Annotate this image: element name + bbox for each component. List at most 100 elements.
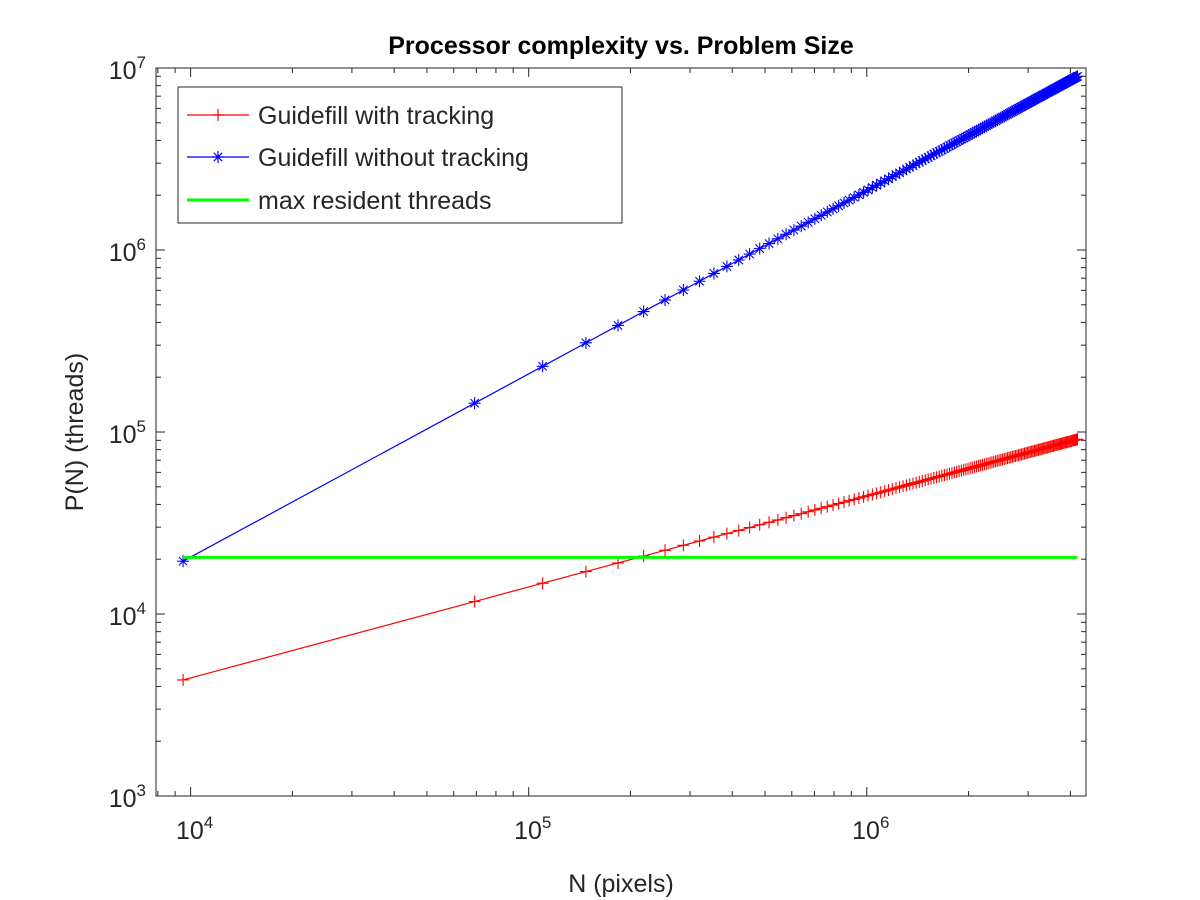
legend-marker-tracking xyxy=(212,109,224,121)
data-point-no-tracking xyxy=(978,120,991,133)
data-point-no-tracking xyxy=(848,191,861,204)
data-point-no-tracking xyxy=(935,143,948,156)
series-layer xyxy=(177,70,1084,686)
legend-marker-no-tracking xyxy=(212,151,224,163)
data-point-no-tracking xyxy=(989,114,1002,127)
data-point-tracking xyxy=(611,556,624,569)
data-point-no-tracking xyxy=(862,183,875,196)
legend-label-no-tracking: Guidefill without tracking xyxy=(258,144,529,172)
data-point-no-tracking xyxy=(970,125,983,138)
data-point-tracking xyxy=(938,469,951,482)
data-point-tracking xyxy=(177,673,190,686)
data-point-tracking xyxy=(693,535,706,547)
data-point-no-tracking xyxy=(763,237,776,250)
data-point-no-tracking xyxy=(913,156,926,169)
data-point-no-tracking xyxy=(720,260,733,273)
data-point-no-tracking xyxy=(870,179,883,192)
data-point-tracking xyxy=(815,502,828,515)
data-point-tracking xyxy=(930,471,943,484)
data-point-no-tracking xyxy=(753,242,766,255)
data-point-no-tracking xyxy=(857,186,870,199)
data-point-no-tracking xyxy=(938,142,951,155)
data-point-tracking xyxy=(707,531,720,544)
data-point-tracking xyxy=(579,565,592,578)
data-point-tracking xyxy=(536,577,549,590)
legend-entry-tracking: Guidefill with tracking xyxy=(187,102,494,130)
legend-box xyxy=(177,86,623,224)
legend: Guidefill with tracking Guidefill withou… xyxy=(177,86,623,224)
data-point-no-tracking xyxy=(611,319,624,332)
data-point-no-tracking xyxy=(987,115,1000,128)
data-point-no-tracking xyxy=(968,126,981,139)
data-point-no-tracking xyxy=(948,137,961,150)
data-point-no-tracking xyxy=(536,360,549,373)
data-point-no-tracking xyxy=(950,135,963,148)
data-point-no-tracking xyxy=(815,209,828,222)
data-point-no-tracking xyxy=(966,127,979,140)
data-point-tracking xyxy=(919,474,932,487)
data-point-no-tracking xyxy=(771,232,784,245)
data-point-no-tracking xyxy=(955,133,968,146)
data-point-no-tracking xyxy=(927,148,940,161)
data-point-no-tracking xyxy=(897,164,910,177)
data-point-no-tracking xyxy=(878,174,891,187)
data-point-no-tracking xyxy=(933,145,946,158)
data-point-no-tracking xyxy=(843,194,856,207)
data-point-tracking xyxy=(903,478,916,491)
data-point-no-tracking xyxy=(907,159,920,172)
data-point-no-tracking xyxy=(916,154,929,167)
data-point-tracking xyxy=(753,518,766,531)
data-point-tracking xyxy=(913,475,926,488)
data-point-no-tracking xyxy=(886,170,899,183)
data-point-no-tracking xyxy=(821,205,834,218)
data-point-no-tracking xyxy=(852,188,865,201)
legend-entry-max-threads: max resident threads xyxy=(187,187,491,215)
data-point-tracking xyxy=(933,470,946,483)
data-point-no-tracking xyxy=(900,163,913,176)
data-point-no-tracking xyxy=(959,130,972,143)
data-point-no-tracking xyxy=(827,202,840,215)
y-tick-label: 104 xyxy=(109,599,146,631)
legend-label-max-threads: max resident threads xyxy=(258,187,491,215)
data-point-no-tracking xyxy=(579,336,592,349)
data-point-tracking xyxy=(900,479,913,492)
data-point-tracking xyxy=(795,507,808,520)
data-point-tracking xyxy=(743,521,756,534)
data-point-no-tracking xyxy=(976,121,989,134)
data-point-no-tracking xyxy=(962,129,975,142)
data-point-tracking xyxy=(897,480,910,493)
data-point-tracking xyxy=(941,468,954,481)
x-tick-label: 106 xyxy=(852,813,889,845)
legend-label-tracking: Guidefill with tracking xyxy=(258,102,494,130)
tick-layer: 104 105 106 103 104 105 106 107 xyxy=(109,53,1086,845)
y-tick-label: 106 xyxy=(109,235,146,267)
data-point-no-tracking xyxy=(910,157,923,170)
data-point-no-tracking xyxy=(795,220,808,233)
data-point-no-tracking xyxy=(922,151,935,164)
chart-title: Processor complexity vs. Problem Size xyxy=(388,32,854,60)
data-point-tracking xyxy=(802,505,815,518)
data-point-no-tracking xyxy=(707,267,720,280)
data-point-tracking xyxy=(468,595,481,608)
y-axis-label: P(N) (threads) xyxy=(61,353,89,511)
data-point-tracking xyxy=(1071,433,1084,446)
data-point-tracking xyxy=(910,476,923,489)
data-point-tracking xyxy=(950,465,963,478)
y-tick-label: 105 xyxy=(109,417,146,449)
data-point-no-tracking xyxy=(659,293,672,306)
data-point-no-tracking xyxy=(984,117,997,130)
data-point-no-tracking xyxy=(693,275,706,288)
data-point-tracking xyxy=(927,471,940,484)
data-point-tracking xyxy=(771,513,784,526)
data-point-no-tracking xyxy=(866,181,879,194)
data-point-tracking xyxy=(821,500,834,513)
data-point-no-tracking xyxy=(943,139,956,152)
data-point-tracking xyxy=(732,524,745,537)
data-point-no-tracking xyxy=(780,228,793,241)
data-point-no-tracking xyxy=(874,177,887,190)
data-point-no-tracking xyxy=(994,111,1007,124)
data-point-no-tracking xyxy=(889,168,902,181)
data-point-tracking xyxy=(848,493,861,506)
